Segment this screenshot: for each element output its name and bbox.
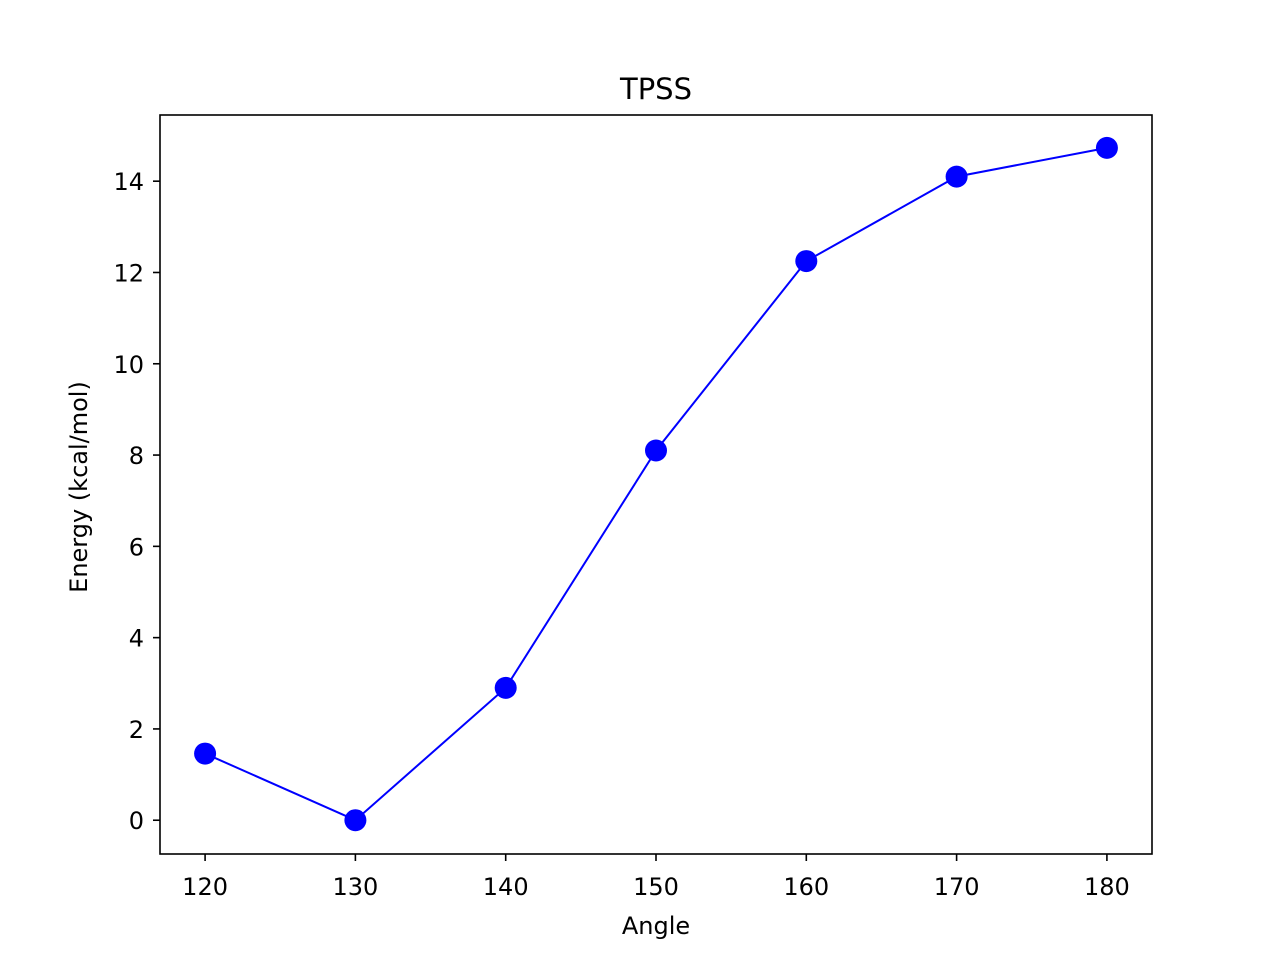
x-axis: 120 130 140 150 160 170 180 <box>182 854 1130 901</box>
y-tick-label: 14 <box>113 168 144 196</box>
data-point <box>194 742 217 765</box>
data-point <box>645 439 667 462</box>
x-tick-label: 150 <box>633 873 679 901</box>
x-tick-label: 130 <box>332 873 378 901</box>
y-tick-label: 10 <box>113 351 144 379</box>
y-axis: 0 2 4 6 8 10 12 14 <box>113 168 160 835</box>
data-point <box>494 676 517 699</box>
y-tick-label: 12 <box>113 259 144 287</box>
y-tick-label: 8 <box>129 442 144 470</box>
y-tick-label: 6 <box>129 533 144 561</box>
x-tick-label: 170 <box>934 873 980 901</box>
chart-title: TPSS <box>619 72 692 106</box>
y-tick-label: 2 <box>129 716 144 744</box>
x-tick-label: 160 <box>783 873 829 901</box>
data-point <box>1095 136 1118 159</box>
x-tick-label: 140 <box>483 873 529 901</box>
x-axis-label: Angle <box>622 912 690 940</box>
plot-area <box>194 136 1118 832</box>
y-axis-label: Energy (kcal/mol) <box>65 381 93 593</box>
x-tick-label: 180 <box>1084 873 1130 901</box>
x-tick-label: 120 <box>182 873 228 901</box>
data-point <box>945 165 968 188</box>
data-point <box>795 250 818 273</box>
y-tick-label: 4 <box>129 625 144 653</box>
data-point <box>344 809 367 832</box>
y-tick-label: 0 <box>129 807 144 835</box>
